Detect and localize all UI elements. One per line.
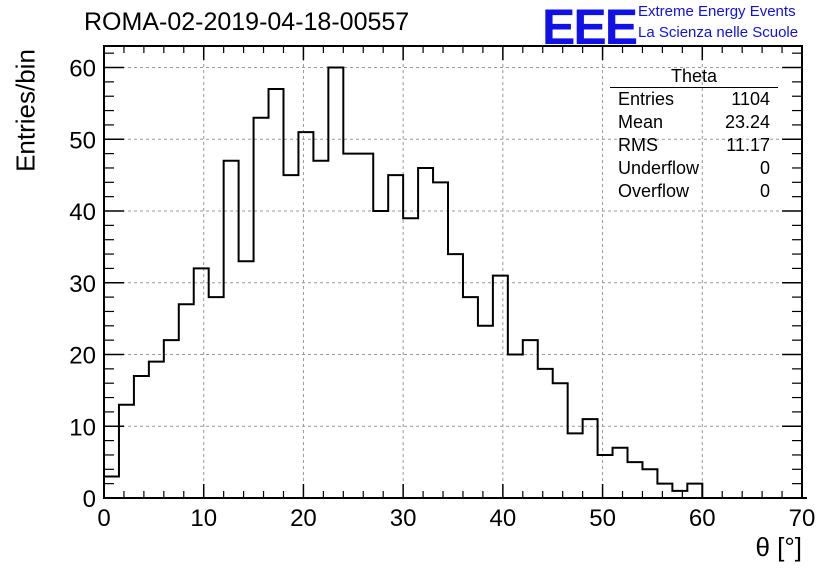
stats-label: RMS bbox=[618, 135, 658, 155]
tick-labels: 0 10 20 30 40 50 60 70 0 10 20 30 40 50 60 bbox=[69, 56, 815, 532]
y-tick-label: 20 bbox=[69, 343, 96, 370]
stats-row: Overflow 0 bbox=[610, 180, 778, 203]
x-axis-label: θ [°] bbox=[755, 532, 802, 562]
stats-label: Underflow bbox=[618, 158, 700, 178]
stats-value: 1104 bbox=[731, 89, 770, 109]
stats-row: Underflow 0 bbox=[610, 157, 778, 180]
stats-row: Entries 1104 bbox=[610, 88, 778, 111]
stats-row: Mean 23.24 bbox=[610, 111, 778, 134]
histogram-line bbox=[103, 66, 807, 499]
y-tick-label: 60 bbox=[69, 56, 96, 83]
stats-value: 11.17 bbox=[726, 135, 770, 155]
x-tick-label: 50 bbox=[589, 505, 616, 532]
y-tick-label: 40 bbox=[69, 199, 96, 226]
logo-line-2: La Scienza nelle Scuole bbox=[638, 24, 799, 41]
stats-value: 0 bbox=[759, 181, 770, 201]
stats-box: Theta Entries 1104 Mean 23.24 RMS 11.17 Und… bbox=[610, 66, 778, 203]
stats-value: 0 bbox=[759, 158, 770, 178]
chart-title: ROMA-02-2019-04-18-00557 bbox=[84, 8, 410, 36]
y-axis-label: Entries/bin bbox=[10, 49, 41, 172]
grid-lines bbox=[104, 46, 802, 498]
logo-line-1: Extreme Energy Events bbox=[638, 3, 796, 20]
x-tick-label: 70 bbox=[789, 505, 816, 532]
stats-title: Theta bbox=[610, 66, 778, 88]
x-tick-label: 40 bbox=[490, 505, 517, 532]
stats-label: Mean bbox=[618, 112, 664, 132]
y-tick-label: 0 bbox=[83, 486, 96, 513]
stats-row: RMS 11.17 bbox=[610, 134, 778, 157]
x-tick-label: 60 bbox=[689, 505, 716, 532]
stats-label: Overflow bbox=[618, 181, 690, 201]
y-tick-label: 50 bbox=[69, 127, 96, 154]
x-tick-label: 0 bbox=[97, 505, 110, 532]
x-tick-label: 20 bbox=[290, 505, 317, 532]
y-tick-label: 30 bbox=[69, 271, 96, 298]
axis-ticks bbox=[103, 46, 803, 499]
plot-frame bbox=[103, 45, 803, 499]
stats-label: Entries bbox=[618, 89, 675, 109]
x-tick-label: 30 bbox=[390, 505, 417, 532]
y-tick-label: 10 bbox=[69, 414, 96, 441]
eee-logo: EEE bbox=[542, 0, 638, 55]
x-tick-label: 10 bbox=[190, 505, 217, 532]
stats-value: 23.24 bbox=[724, 112, 770, 132]
